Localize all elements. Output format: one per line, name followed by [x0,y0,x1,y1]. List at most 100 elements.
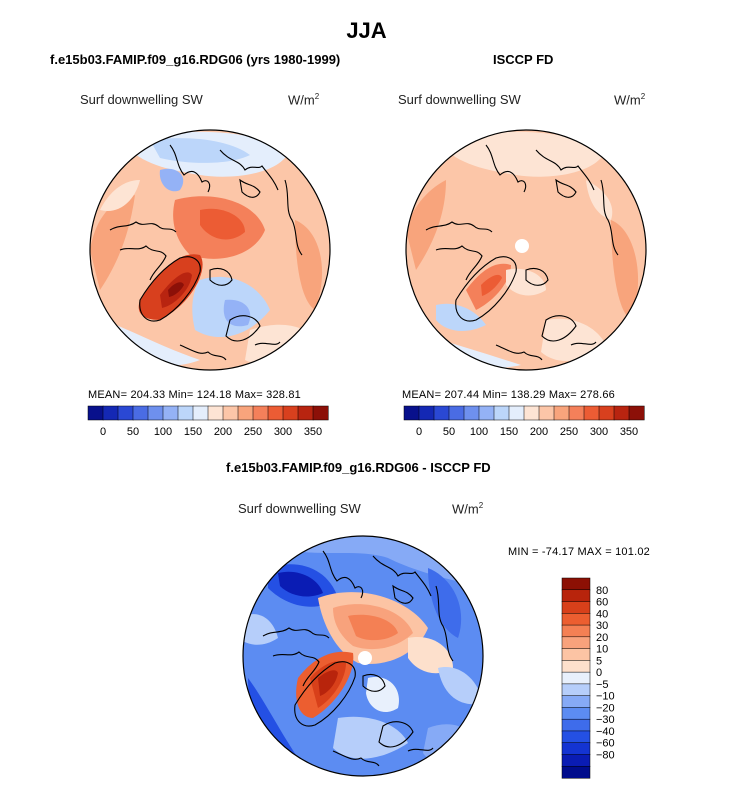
cbA-cell [267,405,284,421]
cbC-cell [561,613,591,626]
cbB-cell [628,405,645,421]
model-colorbar: 0 50 100 150 200 250 300 350 [87,405,329,438]
cbB-tick-label: 0 [416,426,422,438]
cbB-cell [493,405,510,421]
cbA-tick-label: 200 [214,426,232,438]
cbB-cell [463,405,480,421]
cbC-tick-label: 60 [596,597,608,609]
cbB-tick-label: 100 [470,426,488,438]
cbA-cell [102,405,119,421]
cbA-cell [162,405,179,421]
cbC-cell [561,671,591,685]
cbA-cell [207,405,224,421]
cbC-tick-label: −30 [596,714,615,726]
model-field-label: Surf downwelling SW [80,92,203,107]
obs-field-label: Surf downwelling SW [398,92,521,107]
diff-units-label: W/m2 [452,501,484,517]
cbC-cell [561,589,591,603]
cbA-cell [297,405,314,421]
figure-title: JJA [346,18,387,43]
obs-polar-map [405,129,647,371]
obs-colorbar: 0 50 100 150 200 250 300 350 [403,405,645,438]
cbC-cell [561,648,591,661]
cbC-cell [561,660,591,673]
cbC-tick-label: 0 [596,667,602,679]
cbC-tick-label: −20 [596,702,615,714]
cbA-cell [237,405,254,421]
cbB-tick-label: 150 [500,426,518,438]
cbC-tick-label: −40 [596,726,615,738]
cbC-tick-label: −80 [596,749,615,761]
cbC-tick-label: −10 [596,691,615,703]
cbB-tick-label: 300 [590,426,608,438]
cbC-cell [561,683,591,697]
cbA-cell [177,405,194,421]
model-panel-title: f.e15b03.FAMIP.f09_g16.RDG06 (yrs 1980-1… [50,52,341,67]
cbC-cell [561,707,591,720]
cbC-tick-label: 80 [596,585,608,597]
cbA-cell [132,405,149,421]
obs-pole-missing [515,239,529,253]
diff-polar-map [242,535,484,777]
cbB-cell [523,405,540,421]
diff-panel-title: f.e15b03.FAMIP.f09_g16.RDG06 - ISCCP FD [226,460,491,475]
model-stats: MEAN= 204.33 Min= 124.18 Max= 328.81 [88,389,301,401]
cbC-tick-label: −60 [596,738,615,750]
obs-panel-title: ISCCP FD [493,52,554,67]
cbC-tick-label: 10 [596,644,608,656]
cbC-cell [561,754,591,767]
diff-field-label: Surf downwelling SW [238,501,361,516]
cbB-tick-label: 350 [620,426,638,438]
cbB-cell [568,405,585,421]
cbA-cell [252,405,269,421]
cbC-cell [561,730,591,744]
cbA-tick-label: 100 [154,426,172,438]
cbA-tick-label: 50 [127,426,139,438]
cbC-cell [561,742,591,756]
cbB-cell [433,405,450,421]
cbC-tick-label: 20 [596,632,608,644]
cbB-cell [613,405,630,421]
cbC-cell [561,695,591,708]
cbC-tick-label: 30 [596,620,608,632]
cbA-tick-label: 150 [184,426,202,438]
cbC-tick-label: 40 [596,608,608,620]
cbC-cell [561,765,591,779]
cbA-cell [222,405,239,421]
cbC-cell [561,601,591,614]
cbB-tick-label: 250 [560,426,578,438]
model-polar-map [89,129,331,371]
obs-units-label: W/m2 [614,92,646,108]
cbB-cell [418,405,435,421]
cbA-tick-label: 0 [100,426,106,438]
obs-stats: MEAN= 207.44 Min= 138.29 Max= 278.66 [402,389,615,401]
cbB-cell [403,405,420,421]
diff-pole-missing [358,651,372,665]
cbA-tick-label: 250 [244,426,262,438]
cbA-cell [192,405,209,421]
cbA-cell [117,405,134,421]
cbA-cell [147,405,164,421]
cbC-cell [561,624,591,638]
cbA-cell [87,405,104,421]
cbB-cell [478,405,495,421]
cbC-cell [561,577,591,591]
cbC-tick-label: −5 [596,679,609,691]
cbC-cell [561,718,591,732]
cbB-cell [583,405,600,421]
cbA-cell [312,405,329,421]
cbB-cell [538,405,555,421]
cbC-tick-label: 5 [596,655,602,667]
model-units-label: W/m2 [288,92,320,108]
cbB-cell [448,405,465,421]
cbB-tick-label: 50 [443,426,455,438]
cbB-cell [553,405,570,421]
cbC-cell [561,636,591,650]
cbB-cell [508,405,525,421]
cbB-tick-label: 200 [530,426,548,438]
diff-minmax: MIN = -74.17 MAX = 101.02 [508,546,650,558]
cbA-tick-label: 300 [274,426,292,438]
cbB-cell [598,405,615,421]
cbA-cell [282,405,299,421]
